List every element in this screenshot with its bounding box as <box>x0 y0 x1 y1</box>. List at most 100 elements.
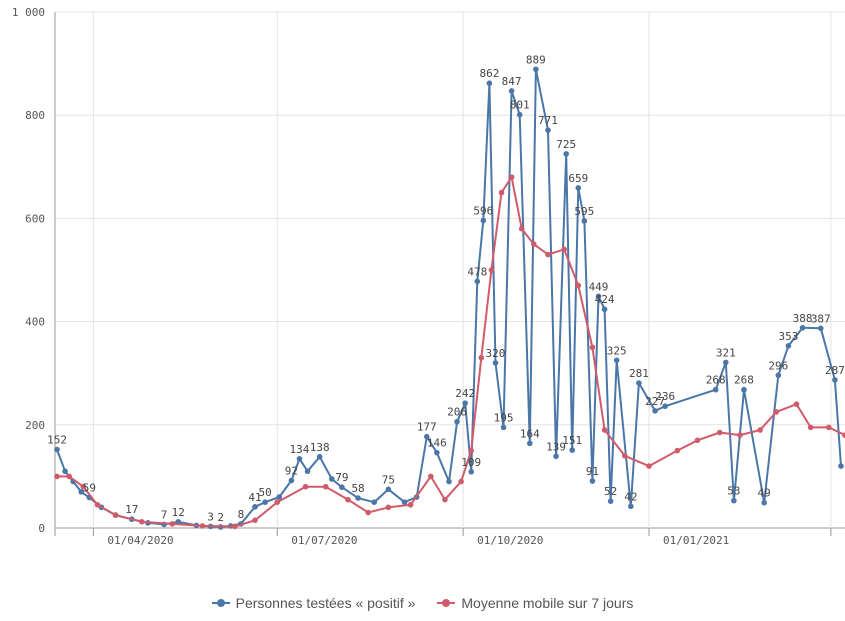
data-label: 242 <box>455 387 475 400</box>
data-label: 134 <box>290 443 310 456</box>
data-label: 478 <box>467 265 487 278</box>
series-point-moving-average <box>498 189 505 196</box>
series-point-positive <box>613 357 620 364</box>
data-label: 424 <box>595 293 615 306</box>
legend-item-moving-average[interactable]: Moyenne mobile sur 7 jours <box>437 595 633 611</box>
series-point-positive <box>533 66 539 73</box>
series-point-moving-average <box>842 432 845 438</box>
series-point-positive <box>492 360 499 366</box>
data-label: 862 <box>479 67 499 80</box>
data-label: 151 <box>562 434 582 447</box>
series-point-moving-average <box>545 251 551 258</box>
series-point-moving-average <box>252 517 258 524</box>
series-point-positive <box>817 325 824 332</box>
data-label: 42 <box>624 490 637 503</box>
data-label: 801 <box>510 99 530 112</box>
series-point-positive <box>722 359 729 366</box>
series-point-moving-average <box>169 521 175 527</box>
chart-legend: Personnes testées « positif » Moyenne mo… <box>0 595 845 611</box>
series-layer <box>54 66 845 530</box>
series-point-moving-average <box>407 501 414 508</box>
data-label: 725 <box>556 138 576 151</box>
series-point-positive <box>712 386 719 393</box>
data-label: 52 <box>604 485 617 498</box>
y-tick-label: 200 <box>25 419 45 432</box>
data-label: 596 <box>473 204 493 217</box>
data-label: 296 <box>768 359 788 372</box>
series-point-positive <box>601 306 608 313</box>
legend-marker-positive <box>211 598 230 608</box>
data-label: 320 <box>486 347 506 360</box>
data-label: 177 <box>417 421 437 434</box>
series-point-positive <box>527 440 533 447</box>
series-point-positive <box>454 418 460 425</box>
series-point-moving-average <box>646 463 652 469</box>
data-label: 152 <box>47 434 67 447</box>
series-point-moving-average <box>112 512 119 518</box>
data-label: 268 <box>734 374 754 387</box>
series-point-moving-average <box>468 447 475 454</box>
data-label: 847 <box>502 75 522 88</box>
series-line-positive <box>56 68 842 528</box>
series-point-positive <box>486 80 493 87</box>
series-point-moving-average <box>302 483 309 490</box>
series-point-positive <box>662 403 668 410</box>
series-point-positive <box>569 447 576 453</box>
data-label: 325 <box>607 344 627 357</box>
series-point-positive <box>785 343 792 349</box>
series-point-positive <box>446 478 452 485</box>
data-label: 12 <box>172 506 185 519</box>
data-label: 206 <box>447 406 467 419</box>
legend-label-moving-average: Moyenne mobile sur 7 jours <box>461 595 634 611</box>
series-point-moving-average <box>385 504 392 511</box>
series-point-positive <box>316 453 323 460</box>
series-point-positive <box>775 372 782 379</box>
data-label: 771 <box>538 114 558 127</box>
series-point-positive <box>741 386 747 393</box>
series-point-moving-average <box>826 424 832 431</box>
data-label: 353 <box>778 330 798 343</box>
series-point-positive <box>288 477 295 484</box>
series-point-positive <box>252 504 258 510</box>
data-label: 595 <box>574 205 594 218</box>
legend-item-positive[interactable]: Personnes testées « positif » <box>211 595 416 611</box>
data-label: 3 <box>207 510 214 523</box>
series-point-moving-average <box>737 432 743 438</box>
data-label: 195 <box>494 411 514 424</box>
series-point-positive <box>563 151 569 157</box>
series-point-positive <box>652 408 658 414</box>
series-point-positive <box>329 476 335 482</box>
series-point-moving-average <box>139 519 145 525</box>
series-point-positive <box>78 489 85 495</box>
series-point-moving-average <box>508 174 515 180</box>
series-point-moving-average <box>575 282 582 289</box>
series-point-positive <box>462 400 468 406</box>
data-label: 17 <box>125 503 138 516</box>
series-point-positive <box>581 218 588 224</box>
data-label: 139 <box>546 440 566 453</box>
series-point-positive <box>628 503 634 510</box>
series-point-positive <box>474 278 481 285</box>
series-point-positive <box>516 111 523 118</box>
series-point-moving-average <box>322 483 329 490</box>
series-point-positive <box>553 453 559 460</box>
series-point-moving-average <box>488 267 495 273</box>
data-label: 387 <box>811 312 831 325</box>
series-point-moving-average <box>793 401 800 407</box>
series-point-moving-average <box>518 225 525 232</box>
x-tick-label: 01/07/2020 <box>291 534 357 547</box>
data-label: 138 <box>310 441 330 454</box>
data-label: 49 <box>758 487 771 500</box>
y-tick-label: 0 <box>38 522 45 535</box>
series-line-moving-average <box>57 176 845 528</box>
data-label: 7 <box>161 508 168 521</box>
data-label: 227 <box>645 395 665 408</box>
series-point-positive <box>54 446 60 453</box>
x-tick-label: 01/04/2020 <box>107 534 173 547</box>
series-point-positive <box>731 497 737 504</box>
x-tick-label: 01/01/2021 <box>663 534 729 547</box>
legend-label-positive: Personnes testées « positif » <box>235 595 416 611</box>
series-point-moving-average <box>66 473 72 480</box>
series-point-moving-average <box>757 427 763 433</box>
